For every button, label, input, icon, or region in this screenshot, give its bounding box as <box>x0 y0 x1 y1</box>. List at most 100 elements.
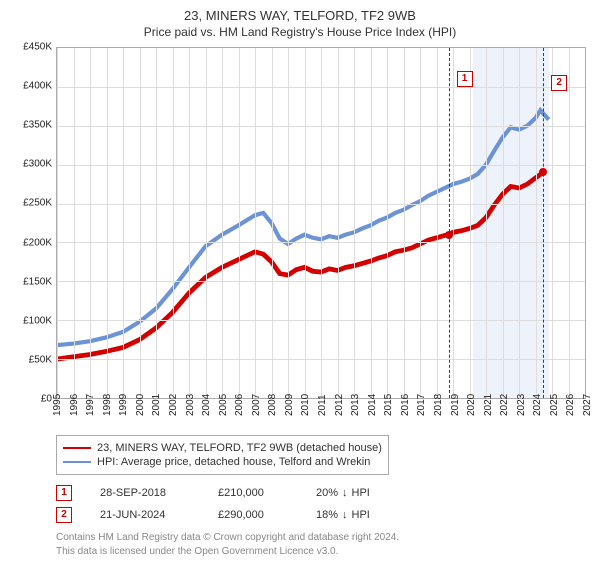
grid-line-v <box>90 48 91 398</box>
x-tick-label: 2021 <box>483 394 494 416</box>
footer-line-2: This data is licensed under the Open Gov… <box>56 545 590 559</box>
grid-line-v <box>239 48 240 398</box>
grid-line-v <box>569 48 570 398</box>
grid-line-v <box>321 48 322 398</box>
down-arrow-icon: ↓ <box>342 487 348 499</box>
x-tick-label: 2000 <box>135 394 146 416</box>
grid-line-v <box>156 48 157 398</box>
sale-trend: 20%↓HPI <box>316 487 370 499</box>
grid-line-v <box>503 48 504 398</box>
x-tick-label: 2026 <box>565 394 576 416</box>
x-tick-label: 2007 <box>251 394 262 416</box>
sale-dot <box>539 168 547 176</box>
grid-line-v <box>453 48 454 398</box>
sale-dot <box>445 231 453 239</box>
x-tick-label: 2001 <box>151 394 162 416</box>
legend-label: 23, MINERS WAY, TELFORD, TF2 9WB (detach… <box>97 442 382 454</box>
sale-price: £290,000 <box>218 509 288 521</box>
grid-line-v <box>123 48 124 398</box>
x-tick-label: 2002 <box>168 394 179 416</box>
sale-trend-label: HPI <box>352 509 370 521</box>
grid-line-v <box>519 48 520 398</box>
legend-label: HPI: Average price, detached house, Telf… <box>97 456 370 468</box>
grid-line-v <box>57 48 58 398</box>
grid-line-v <box>354 48 355 398</box>
x-tick-label: 2010 <box>300 394 311 416</box>
x-axis: 1995199619971998199920002001200220032004… <box>56 399 586 427</box>
sale-marker: 2 <box>56 507 72 523</box>
grid-line-v <box>305 48 306 398</box>
sale-price: £210,000 <box>218 487 288 499</box>
grid-line-v <box>437 48 438 398</box>
grid-line-v <box>140 48 141 398</box>
grid-line-v <box>404 48 405 398</box>
chart-area: £0£50K£100K£150K£200K£250K£300K£350K£400… <box>10 47 590 427</box>
grid-line-v <box>206 48 207 398</box>
x-tick-label: 2022 <box>499 394 510 416</box>
y-tick-label: £200K <box>23 237 52 248</box>
x-tick-label: 2025 <box>549 394 560 416</box>
x-tick-label: 2008 <box>267 394 278 416</box>
x-tick-label: 1996 <box>69 394 80 416</box>
grid-line-v <box>107 48 108 398</box>
grid-line-v <box>74 48 75 398</box>
x-tick-label: 2018 <box>433 394 444 416</box>
x-tick-label: 2011 <box>317 394 328 416</box>
x-tick-label: 2006 <box>234 394 245 416</box>
legend-row: 23, MINERS WAY, TELFORD, TF2 9WB (detach… <box>63 442 382 454</box>
grid-line-v <box>173 48 174 398</box>
grid-line-v <box>552 48 553 398</box>
y-tick-label: £0 <box>41 394 52 405</box>
x-tick-label: 2017 <box>416 394 427 416</box>
grid-line-v <box>255 48 256 398</box>
chart-title-desc: Price paid vs. HM Land Registry's House … <box>10 25 590 39</box>
grid-line-v <box>536 48 537 398</box>
sale-row: 128-SEP-2018£210,00020%↓HPI <box>56 485 590 501</box>
sale-trend: 18%↓HPI <box>316 509 370 521</box>
sale-trend-pct: 18% <box>316 509 338 521</box>
grid-line-v <box>371 48 372 398</box>
grid-line-v <box>189 48 190 398</box>
event-marker-2: 2 <box>551 75 567 91</box>
x-tick-label: 1999 <box>118 394 129 416</box>
y-tick-label: £300K <box>23 159 52 170</box>
footer-attribution: Contains HM Land Registry data © Crown c… <box>56 531 590 559</box>
x-tick-label: 2012 <box>334 394 345 416</box>
grid-line-v <box>288 48 289 398</box>
x-tick-label: 2027 <box>582 394 593 416</box>
chart-title-address: 23, MINERS WAY, TELFORD, TF2 9WB <box>10 8 590 23</box>
legend-box: 23, MINERS WAY, TELFORD, TF2 9WB (detach… <box>56 435 389 475</box>
y-tick-label: £50K <box>29 354 52 365</box>
x-tick-label: 1995 <box>52 394 63 416</box>
x-tick-label: 2016 <box>400 394 411 416</box>
x-tick-label: 2019 <box>450 394 461 416</box>
sale-trend-pct: 20% <box>316 487 338 499</box>
legend-swatch <box>63 447 91 449</box>
legend-row: HPI: Average price, detached house, Telf… <box>63 456 382 468</box>
x-tick-label: 2020 <box>466 394 477 416</box>
x-tick-label: 2009 <box>284 394 295 416</box>
x-tick-label: 1998 <box>102 394 113 416</box>
x-tick-label: 2023 <box>516 394 527 416</box>
sales-table: 1 28-SEP-2018 £210,000 20% ↓ HPI 2 21-JUN-2024 £… <box>56 485 590 523</box>
y-tick-label: £250K <box>23 198 52 209</box>
x-tick-label: 2005 <box>218 394 229 416</box>
y-tick-label: £350K <box>23 120 52 131</box>
sale-date: 28-SEP-2018 <box>100 487 190 499</box>
sale-row: 2 21-JUN-2024 £290,000 18%↓HPI <box>56 507 590 523</box>
event-vline <box>543 48 544 398</box>
x-tick-label: 2014 <box>367 394 378 416</box>
grid-line-v <box>470 48 471 398</box>
grid-line-v <box>585 48 586 398</box>
grid-line-v <box>486 48 487 398</box>
y-axis: £0£50K£100K£150K£200K£250K£300K£350K£400… <box>10 47 56 399</box>
sale-date: 21-JUN-2024 <box>100 509 190 521</box>
grid-line-v <box>222 48 223 398</box>
y-tick-label: £150K <box>23 276 52 287</box>
event-marker-1: 1 <box>457 71 473 87</box>
grid-line-v <box>272 48 273 398</box>
y-tick-label: £450K <box>23 42 52 53</box>
event-vline <box>449 48 450 398</box>
sale-marker: 1 <box>56 485 72 501</box>
legend-swatch <box>63 461 91 463</box>
